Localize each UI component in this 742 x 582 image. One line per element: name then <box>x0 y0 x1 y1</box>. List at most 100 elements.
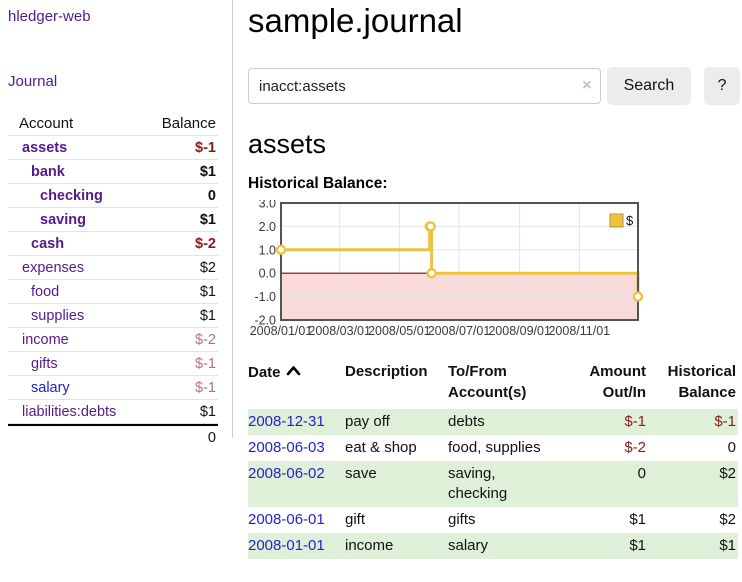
account-balance: $1 <box>199 283 216 300</box>
date-cell: 2008-06-01 <box>248 507 345 533</box>
sidebar-item-journal[interactable]: Journal <box>8 73 58 90</box>
sidebar-account-link[interactable]: food <box>31 283 60 300</box>
x-axis-tick-label: 2008/07/01 <box>428 324 491 338</box>
account-balance: $1 <box>199 163 216 180</box>
account-column-header: Account <box>19 115 74 132</box>
transaction-balance: $1 <box>648 533 738 559</box>
account-row: bank $1 <box>8 160 218 184</box>
transaction-amount: $1 <box>560 533 648 559</box>
transaction-description: income <box>345 533 448 559</box>
y-axis-tick-label: 2.0 <box>259 220 276 234</box>
sidebar-account-link[interactable]: saving <box>40 211 86 228</box>
help-button[interactable]: ? <box>704 67 740 105</box>
transaction-description: eat & shop <box>345 439 417 456</box>
sidebar-account-link[interactable]: liabilities:debts <box>22 403 117 420</box>
transaction-balance: $-1 <box>648 409 738 435</box>
account-row: income $-2 <box>8 328 218 352</box>
account-balance: $-2 <box>195 235 216 252</box>
accounts-column-header: To/From Account(s) <box>448 363 527 401</box>
x-axis-tick-label: 2008/11/01 <box>548 324 610 338</box>
transaction-amount: $1 <box>629 511 646 528</box>
transaction-date-link[interactable]: 2008-01-01 <box>248 537 325 554</box>
historical-balance-chart: $3.0 2.0 1.0 0.0 -1.0 -2.0 2008/01/01 2008/03/0… <box>248 197 644 340</box>
page-title: sample.journal <box>248 2 463 39</box>
data-point-marker <box>632 291 644 302</box>
transaction-accounts: debts <box>448 409 560 435</box>
search-input[interactable] <box>248 68 601 104</box>
date-cell: 2008-06-02 <box>248 461 345 507</box>
register-table: Date Description To/From Account(s) Amou… <box>248 359 738 559</box>
transaction-accounts: food, supplies <box>448 439 541 456</box>
sidebar-account-link[interactable]: cash <box>31 235 65 252</box>
sidebar-account-link[interactable]: salary <box>31 379 70 396</box>
account-balance: $1 <box>199 403 216 420</box>
y-axis-tick-label: -1.0 <box>254 290 276 304</box>
account-balance: $1 <box>199 307 216 324</box>
account-row: assets $-1 <box>8 136 218 160</box>
app-title-link[interactable]: hledger-web <box>8 8 91 25</box>
sidebar-account-link[interactable]: supplies <box>31 307 85 324</box>
sidebar-account-link[interactable]: assets <box>22 139 68 156</box>
transaction-accounts: gifts <box>448 511 476 528</box>
transaction-balance: $2 <box>719 511 736 528</box>
account-row: supplies $1 <box>8 304 218 328</box>
account-balance: $-1 <box>195 139 216 156</box>
transaction-balance: $2 <box>648 461 738 507</box>
transaction-description: save <box>345 461 448 507</box>
transaction-accounts: salary <box>448 533 560 559</box>
account-balance: $-1 <box>195 355 216 372</box>
table-row: 2008-12-31 pay off debts $-1 $-1 <box>248 409 738 435</box>
accounts-table-header: Account Balance <box>8 112 218 136</box>
account-heading: assets <box>248 129 327 159</box>
accounts-table: Account Balance assets $-1 bank $1 checking 0… <box>8 112 218 449</box>
x-axis-tick-label: 2008/09/01 <box>488 324 551 338</box>
data-point-marker <box>425 221 436 232</box>
accounts-total-row: 0 <box>8 424 218 449</box>
legend-swatch <box>609 213 624 228</box>
amount-column-header: Amount Out/In <box>589 363 646 401</box>
y-axis-tick-label: 1.0 <box>259 243 276 257</box>
y-axis-tick-label: -2.0 <box>254 314 276 328</box>
account-row: liabilities:debts $1 <box>8 400 218 424</box>
sidebar-account-link[interactable]: income <box>22 331 69 348</box>
x-axis-tick-label: 2008/03/01 <box>308 324 371 338</box>
account-row: checking 0 <box>8 184 218 208</box>
account-balance: $2 <box>199 259 216 276</box>
sidebar-account-link[interactable]: gifts <box>31 355 58 372</box>
account-balance: $-1 <box>195 379 216 396</box>
sidebar-account-link[interactable]: checking <box>40 187 103 204</box>
account-row: cash $-2 <box>8 232 218 256</box>
account-balance: 0 <box>207 187 216 204</box>
transaction-balance: 0 <box>727 439 736 456</box>
clear-search-icon[interactable]: × <box>582 77 592 94</box>
account-row: gifts $-1 <box>8 352 218 376</box>
account-row: saving $1 <box>8 208 218 232</box>
chart-label: Historical Balance: <box>248 175 388 192</box>
table-row: 2008-06-03 eat & shop food, supplies $-2 0 <box>248 435 738 461</box>
account-row: food $1 <box>8 280 218 304</box>
register-table-header-row: Date Description To/From Account(s) Amou… <box>248 359 738 409</box>
account-row: salary $-1 <box>8 376 218 400</box>
data-point-marker <box>275 244 287 255</box>
transaction-description: pay off <box>345 409 448 435</box>
transaction-date-link[interactable]: 2008-06-03 <box>248 439 325 456</box>
account-balance: $1 <box>199 211 216 228</box>
transaction-date-link[interactable]: 2008-06-01 <box>248 511 325 528</box>
date-column-header[interactable]: Date <box>248 359 345 409</box>
search-button[interactable]: Search <box>606 67 692 105</box>
balance-column-header-main: Historical Balance <box>667 363 736 401</box>
transaction-amount: $-1 <box>560 409 648 435</box>
sidebar-account-link[interactable]: expenses <box>22 259 85 276</box>
sidebar: hledger-web Journal Account Balance asse… <box>0 0 233 446</box>
transaction-amount: $-2 <box>624 439 646 456</box>
table-row: 2008-06-02 save saving, checking 0 $2 <box>248 461 738 507</box>
account-balance: $-2 <box>195 331 216 348</box>
accounts-total-value: 0 <box>207 429 216 446</box>
search-input-wrap: × <box>248 68 601 104</box>
transaction-date-link[interactable]: 2008-12-31 <box>248 413 325 430</box>
description-column-header: Description <box>345 363 428 380</box>
sidebar-account-link[interactable]: bank <box>31 163 65 180</box>
transaction-accounts: saving, checking <box>448 461 560 507</box>
transaction-date-link[interactable]: 2008-06-02 <box>248 465 325 482</box>
data-point-marker <box>426 267 437 279</box>
